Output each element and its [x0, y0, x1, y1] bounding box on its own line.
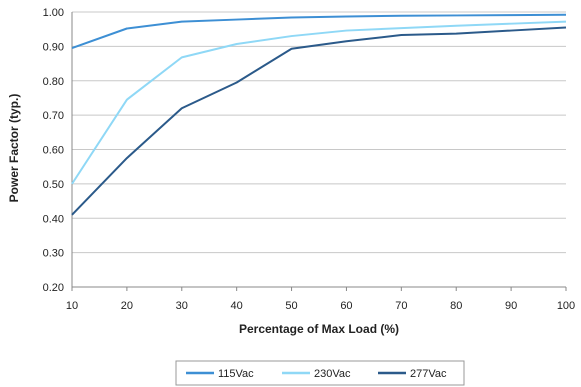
y-tick-label: 0.30 — [43, 248, 64, 260]
y-tick-label: 0.50 — [43, 179, 64, 191]
legend: 115Vac 230Vac 277Vac — [175, 360, 465, 386]
y-tick-label: 0.80 — [43, 76, 64, 88]
y-tick-label: 1.00 — [43, 7, 64, 19]
gridlines — [72, 11, 566, 288]
y-axis-title: Power Factor (typ.) — [7, 94, 21, 203]
y-tick-labels: 0.20 0.30 0.40 0.50 0.60 0.70 0.80 0.90 1.00 — [43, 7, 64, 294]
y-tick-label: 0.70 — [43, 110, 64, 122]
y-tick-label: 0.90 — [43, 41, 64, 53]
x-tick-label: 10 — [66, 300, 78, 312]
axes — [71, 12, 567, 291]
x-tick-label: 80 — [450, 300, 462, 312]
x-tick-label: 90 — [505, 300, 517, 312]
x-tick-label: 100 — [557, 300, 575, 312]
x-tick-label: 40 — [231, 300, 243, 312]
series-line-277vac — [71, 26, 567, 216]
series-line-115vac — [71, 13, 567, 50]
legend-box — [175, 360, 465, 386]
x-tick-label: 20 — [121, 300, 133, 312]
x-tick-label: 60 — [340, 300, 352, 312]
x-tick-label: 30 — [176, 300, 188, 312]
x-tick-labels: 10 20 30 40 50 60 70 80 90 100 — [66, 300, 575, 312]
x-axis-title: Percentage of Max Load (%) — [239, 322, 399, 336]
legend-label-230vac: 230Vac — [314, 368, 351, 380]
legend-label-277vac: 277Vac — [410, 368, 447, 380]
y-tick-label: 0.20 — [43, 282, 64, 294]
legend-label-115vac: 115Vac — [218, 368, 254, 380]
x-tick-label: 70 — [395, 300, 407, 312]
series-lines — [71, 13, 567, 216]
series-line-230vac — [71, 20, 567, 185]
y-tick-label: 0.60 — [43, 145, 64, 157]
x-tick-label: 50 — [285, 300, 297, 312]
y-tick-label: 0.40 — [43, 213, 64, 225]
